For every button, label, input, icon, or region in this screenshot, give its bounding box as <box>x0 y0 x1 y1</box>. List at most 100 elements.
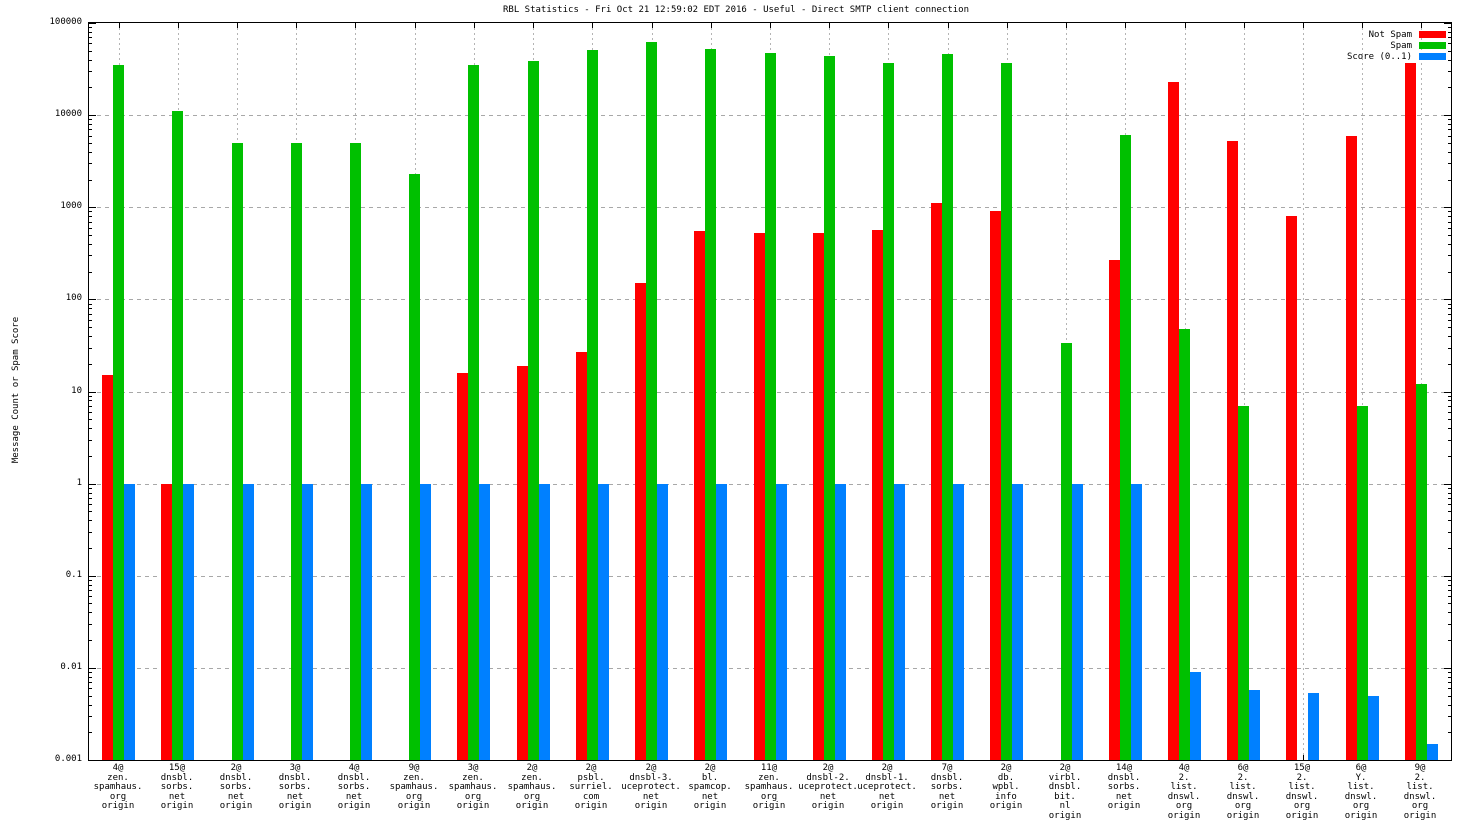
y-major-tick <box>1444 207 1451 208</box>
y-minor-tick <box>1448 590 1451 591</box>
bar-score-0-1- <box>657 484 668 760</box>
y-minor-tick <box>1448 244 1451 245</box>
x-tick <box>533 23 534 28</box>
x-category-label: 2@ zen. spamhaus. org origin <box>507 763 557 811</box>
x-category-label: 14@ dnsbl. sorbs. net origin <box>1107 763 1141 811</box>
x-tick <box>296 23 297 28</box>
bar-spam <box>232 143 243 760</box>
y-tick-label: 10000 <box>54 109 82 119</box>
legend: Not Spam Spam Score (0..1) <box>1347 29 1446 62</box>
y-minor-tick <box>1448 87 1451 88</box>
bar-score-0-1- <box>302 484 313 760</box>
x-category-label: 3@ zen. spamhaus. org origin <box>448 763 498 811</box>
x-tick <box>592 23 593 28</box>
bar-score-0-1- <box>243 484 254 760</box>
y-minor-tick <box>1448 51 1451 52</box>
x-category-label: 9@ 2. list. dnswl. org origin <box>1403 763 1437 821</box>
y-minor-tick <box>1448 314 1451 315</box>
y-minor-tick <box>1448 406 1451 407</box>
bar-not-spam <box>457 373 468 760</box>
y-tick-label: 10 <box>71 386 82 396</box>
y-minor-tick <box>1448 624 1451 625</box>
y-major-tick <box>1444 576 1451 577</box>
y-minor-tick <box>1448 60 1451 61</box>
y-minor-tick <box>1448 136 1451 137</box>
y-minor-tick <box>1448 143 1451 144</box>
x-tick <box>948 23 949 28</box>
y-minor-tick <box>1448 228 1451 229</box>
y-minor-tick <box>1448 71 1451 72</box>
y-minor-tick <box>1448 320 1451 321</box>
x-tick <box>474 23 475 28</box>
y-minor-tick <box>1448 732 1451 733</box>
y-tick-label: 0.001 <box>54 754 82 764</box>
bar-spam <box>705 49 716 760</box>
bar-score-0-1- <box>776 484 787 760</box>
y-minor-tick <box>89 705 92 706</box>
x-category-label: 7@ dnsbl. sorbs. net origin <box>930 763 964 811</box>
y-minor-tick <box>1448 511 1451 512</box>
bar-score-0-1- <box>124 484 135 760</box>
y-major-tick <box>89 760 96 761</box>
y-minor-tick <box>89 716 92 717</box>
bar-not-spam <box>576 352 587 760</box>
y-minor-tick <box>89 580 92 581</box>
bar-score-0-1- <box>361 484 372 760</box>
y-major-tick <box>1444 668 1451 669</box>
bar-spam <box>1120 135 1131 760</box>
y-tick-label: 1 <box>76 478 82 488</box>
y-major-tick <box>89 23 96 24</box>
y-minor-tick <box>89 143 92 144</box>
y-minor-tick <box>89 493 92 494</box>
bar-score-0-1- <box>183 484 194 760</box>
y-minor-tick <box>89 596 92 597</box>
legend-item: Spam <box>1347 40 1446 51</box>
y-minor-tick <box>1448 585 1451 586</box>
bar-spam <box>1416 384 1427 760</box>
y-minor-tick <box>89 43 92 44</box>
x-category-label: 2@ dnsbl-3. uceprotect. net origin <box>621 763 681 811</box>
x-tick <box>652 23 653 28</box>
y-major-tick <box>1444 299 1451 300</box>
y-minor-tick <box>1448 412 1451 413</box>
y-minor-tick <box>1448 336 1451 337</box>
bar-spam <box>587 50 598 760</box>
y-minor-tick <box>89 272 92 273</box>
y-tick-label: 1000 <box>60 201 82 211</box>
y-minor-tick <box>1448 272 1451 273</box>
y-major-tick <box>89 392 96 393</box>
y-minor-tick <box>1448 677 1451 678</box>
y-minor-tick <box>1448 396 1451 397</box>
bar-score-0-1- <box>1072 484 1083 760</box>
x-tick <box>1185 23 1186 28</box>
y-major-tick <box>89 115 96 116</box>
bar-score-0-1- <box>539 484 550 760</box>
bar-score-0-1- <box>479 484 490 760</box>
y-minor-tick <box>89 682 92 683</box>
y-minor-tick <box>1448 364 1451 365</box>
y-minor-tick <box>89 688 92 689</box>
y-major-tick <box>1444 760 1451 761</box>
y-minor-tick <box>1448 428 1451 429</box>
y-minor-tick <box>89 396 92 397</box>
y-minor-tick <box>89 152 92 153</box>
y-minor-tick <box>89 456 92 457</box>
y-minor-tick <box>89 124 92 125</box>
x-tick <box>415 23 416 28</box>
y-tick-label: 0.1 <box>65 570 82 580</box>
x-tick <box>1421 23 1422 28</box>
y-minor-tick <box>89 677 92 678</box>
y-minor-tick <box>1448 716 1451 717</box>
y-minor-tick <box>1448 498 1451 499</box>
bar-score-0-1- <box>716 484 727 760</box>
bar-not-spam <box>1405 63 1416 760</box>
bar-not-spam <box>990 211 1001 760</box>
legend-swatch <box>1419 31 1446 38</box>
y-major-tick <box>1444 392 1451 393</box>
y-minor-tick <box>1448 580 1451 581</box>
x-category-label: 2@ virbl. dnsbl. bit. nl origin <box>1048 763 1082 821</box>
bar-score-0-1- <box>1190 672 1201 760</box>
y-minor-tick <box>89 71 92 72</box>
y-minor-tick <box>1448 348 1451 349</box>
